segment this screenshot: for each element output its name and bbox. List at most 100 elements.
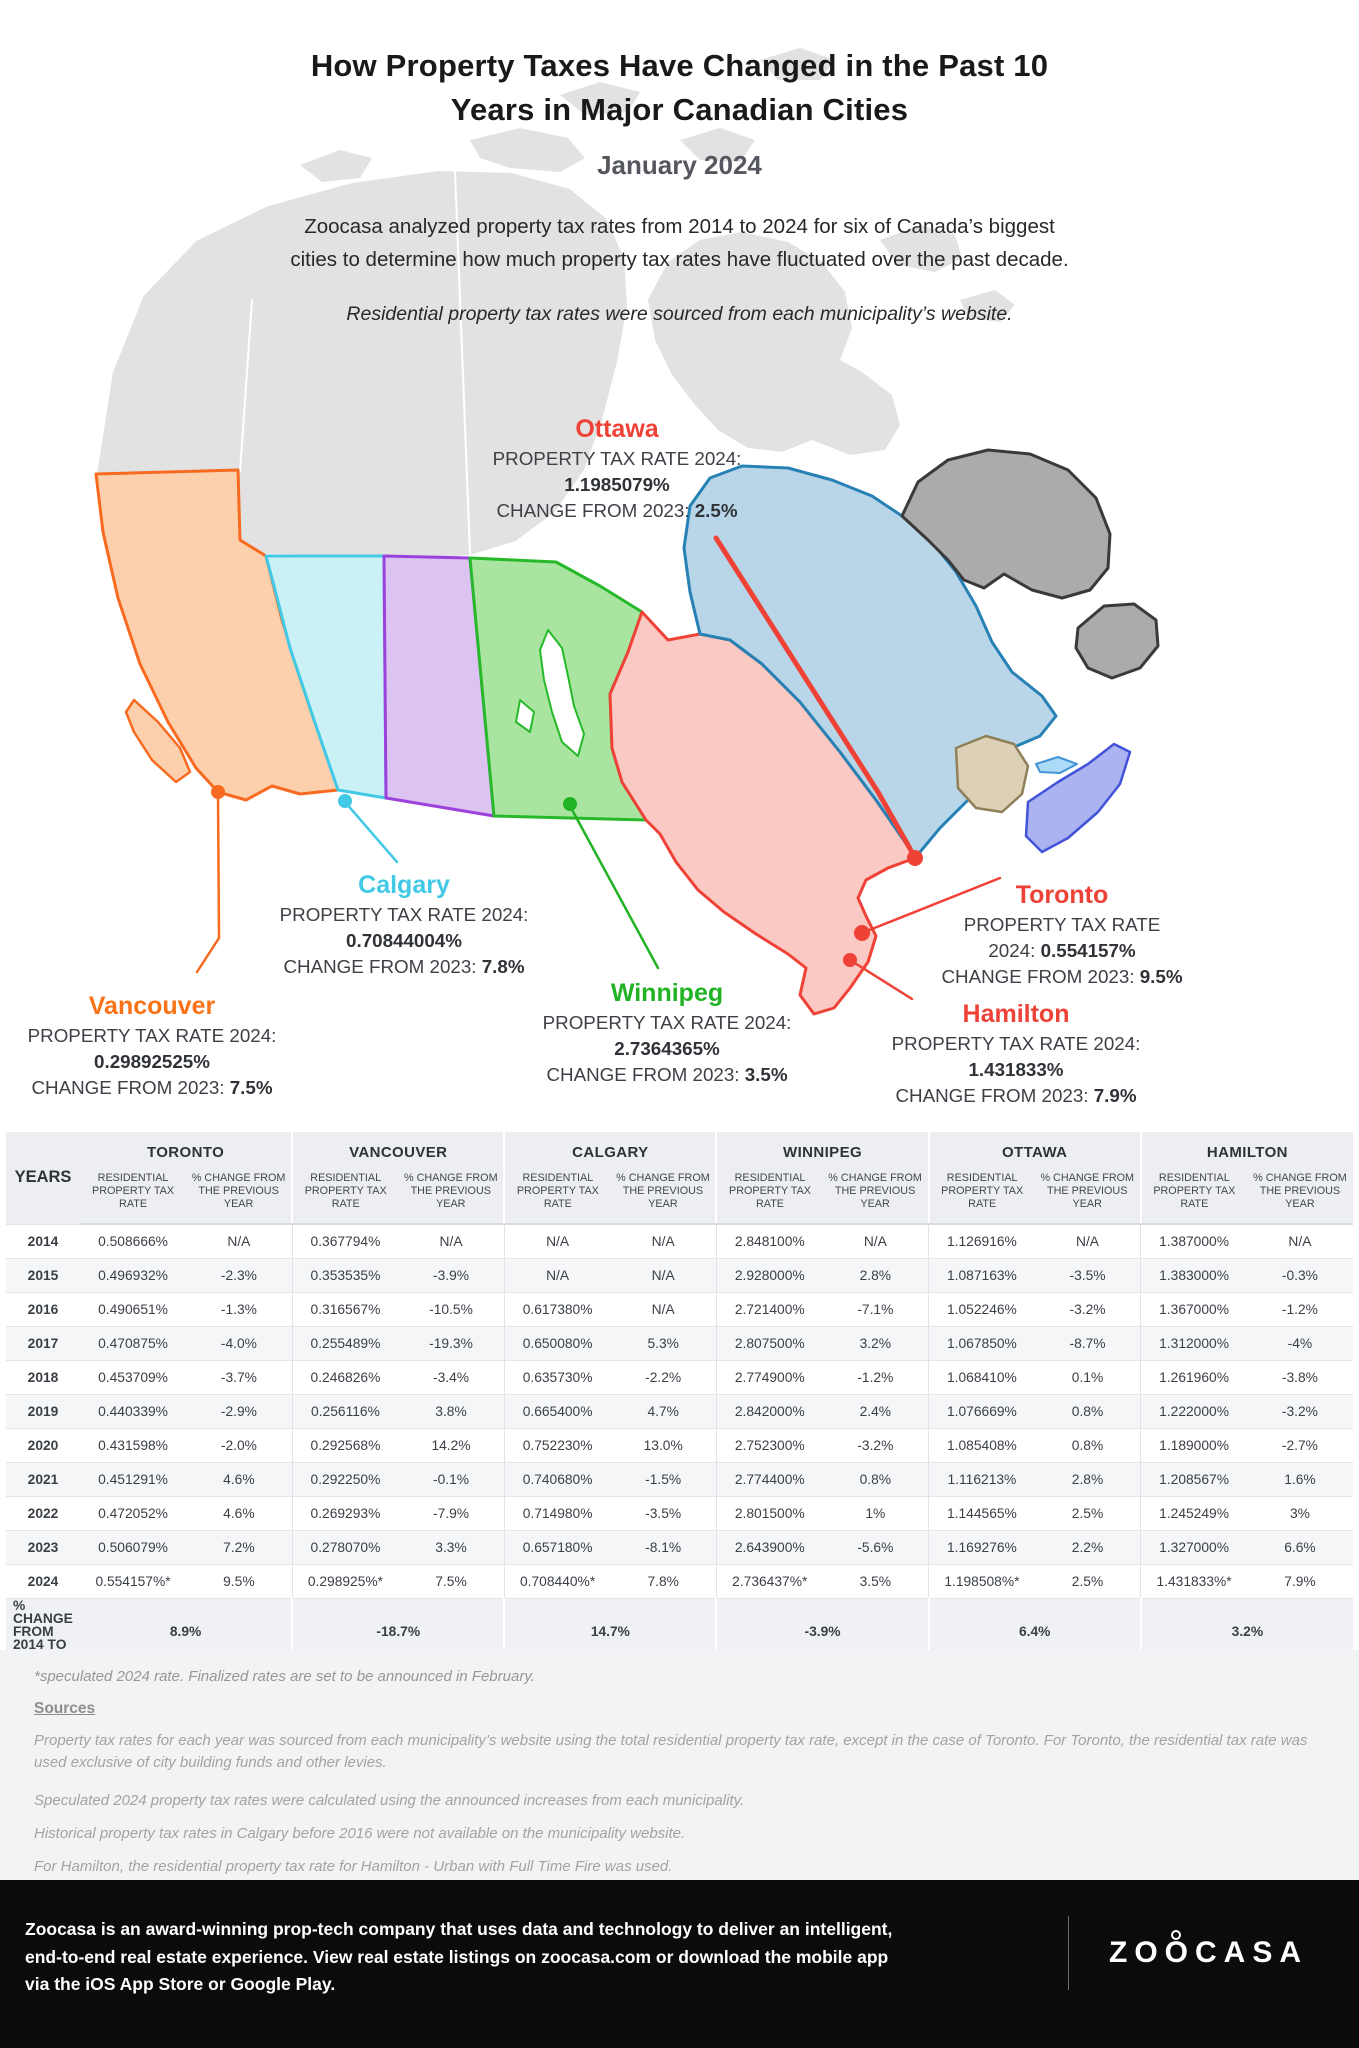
- footer-divider: [1068, 1916, 1069, 1990]
- year-cell: 2014: [6, 1223, 80, 1259]
- property-tax-table: YEARS TORONTO VANCOUVER CALGARY WINNIPEG OTTA…: [6, 1132, 1353, 1664]
- value-cell: -3.2%: [1034, 1292, 1141, 1327]
- toronto-city-label: Toronto: [1015, 881, 1109, 909]
- value-cell: N/A: [186, 1223, 293, 1259]
- ottawa-city-label: Ottawa: [575, 415, 659, 443]
- value-cell: -19.3%: [398, 1326, 505, 1361]
- value-cell: 3%: [1246, 1496, 1353, 1531]
- province-ontario: [608, 610, 917, 1016]
- value-cell: -2.9%: [186, 1394, 293, 1429]
- ottawa-change-label: CHANGE FROM 2023:: [496, 500, 690, 521]
- value-cell: -8.7%: [1034, 1326, 1141, 1361]
- province-new-brunswick: [954, 734, 1030, 814]
- value-cell: 1.189000%: [1140, 1428, 1247, 1463]
- calgary-change-subheader: % CHANGE FROM THE PREVIOUS YEAR: [610, 1172, 717, 1225]
- hamilton-change-label: CHANGE FROM 2023:: [895, 1085, 1089, 1106]
- year-cell: 2017: [6, 1326, 80, 1361]
- value-cell: 2.774900%: [715, 1360, 823, 1395]
- calgary-leader-line: [343, 800, 399, 864]
- vancouver-change-label: CHANGE FROM 2023:: [31, 1077, 225, 1098]
- value-cell: 2.736437%*: [715, 1564, 823, 1599]
- winnipeg-rate-value: 2.7364365%: [543, 1036, 792, 1062]
- source-paragraph: For Hamilton, the residential property t…: [34, 1858, 673, 1875]
- winnipeg-change-value: 3.5%: [744, 1064, 788, 1085]
- province-newfoundland-labrador: [900, 448, 1112, 600]
- winnipeg-marker: [563, 797, 577, 811]
- value-cell: 1.431833%*: [1140, 1564, 1247, 1599]
- value-cell: N/A: [610, 1258, 717, 1293]
- province-quebec: [682, 464, 1058, 860]
- value-cell: 4.6%: [186, 1496, 293, 1531]
- toronto-change-value: 9.5%: [1139, 966, 1183, 987]
- value-cell: 3.3%: [398, 1530, 505, 1565]
- value-cell: 1.383000%: [1140, 1258, 1247, 1293]
- value-cell: 1.6%: [1246, 1462, 1353, 1497]
- vancouver-rate-value: 0.29892525%: [28, 1049, 277, 1075]
- value-cell: -2.2%: [610, 1360, 717, 1395]
- page-title: How Property Taxes Have Changed in the P…: [0, 44, 1359, 132]
- value-cell: N/A: [610, 1292, 717, 1327]
- value-cell: 2.801500%: [715, 1496, 823, 1531]
- value-cell: 1.116213%: [928, 1462, 1035, 1497]
- vancouver-change-line: CHANGE FROM 2023: 7.5%: [28, 1075, 277, 1101]
- value-cell: 1.144565%: [928, 1496, 1035, 1531]
- value-cell: 0.431598%: [80, 1428, 187, 1463]
- winnipeg-city-label: Winnipeg: [610, 979, 724, 1007]
- city-header-winnipeg: WINNIPEG: [715, 1132, 929, 1172]
- winnipeg-change-label: CHANGE FROM 2023:: [546, 1064, 740, 1085]
- calgary-city-label: Calgary: [358, 871, 450, 899]
- table-row-2024: 2024 0.554157%* 9.5% 0.298925%* 7.5% 0.708440…: [6, 1564, 1353, 1599]
- vancouver-island: [124, 698, 192, 784]
- value-cell: -1.5%: [610, 1462, 717, 1497]
- vancouver-change-subheader: % CHANGE FROM THE PREVIOUS YEAR: [398, 1172, 505, 1225]
- asterisk-footnote: *speculated 2024 rate. Finalized rates a…: [34, 1668, 535, 1685]
- toronto-rate-label: PROPERTY TAX RATE: [963, 914, 1161, 935]
- source-paragraph: Property tax rates for each year was sou…: [34, 1732, 1308, 1771]
- winnipeg-change-line: CHANGE FROM 2023: 3.5%: [543, 1062, 792, 1088]
- value-cell: 0.255489%: [291, 1326, 399, 1361]
- value-cell: 1.208567%: [1140, 1462, 1247, 1497]
- winnipeg-rate-bold: 2.7364365%: [614, 1038, 720, 1059]
- value-cell: 1.076669%: [928, 1394, 1035, 1429]
- value-cell: -3.9%: [398, 1258, 505, 1293]
- province-saskatchewan: [382, 554, 496, 818]
- table-row-2021: 2021 0.451291% 4.6% 0.292250% -0.1% 0.740680%…: [6, 1462, 1353, 1497]
- hamilton-rate-subheader: RESIDENTIAL PROPERTY TAX RATE: [1139, 1172, 1247, 1225]
- winnipeg-rate-label: PROPERTY TAX RATE 2024:: [542, 1012, 792, 1033]
- table-row-2020: 2020 0.431598% -2.0% 0.292568% 14.2% 0.752230…: [6, 1428, 1353, 1463]
- vancouver-rate-label: PROPERTY TAX RATE 2024:: [27, 1025, 277, 1046]
- calgary-change-line: CHANGE FROM 2023: 7.8%: [280, 954, 529, 980]
- value-cell: 3.5%: [822, 1564, 929, 1599]
- value-cell: 3.8%: [398, 1394, 505, 1429]
- hamilton-change-subheader: % CHANGE FROM THE PREVIOUS YEAR: [1246, 1172, 1353, 1225]
- value-cell: 9.5%: [186, 1564, 293, 1599]
- value-cell: -3.7%: [186, 1360, 293, 1395]
- lake-manitoba: [515, 699, 535, 733]
- toronto-rate-prefix: 2024:: [988, 940, 1041, 961]
- value-cell: 0.708440%*: [503, 1564, 611, 1599]
- value-cell: N/A: [822, 1223, 929, 1259]
- ottawa-change-value: 2.5%: [694, 500, 738, 521]
- hamilton-change-line: CHANGE FROM 2023: 7.9%: [892, 1083, 1141, 1109]
- vancouver-marker: [211, 785, 225, 799]
- value-cell: 3.2%: [822, 1326, 929, 1361]
- value-cell: 0.8%: [1034, 1428, 1141, 1463]
- methodology-note: Residential property tax rates were sour…: [346, 303, 1013, 325]
- vancouver-rate-subheader: RESIDENTIAL PROPERTY TAX RATE: [291, 1172, 399, 1225]
- winnipeg-change-subheader: % CHANGE FROM THE PREVIOUS YEAR: [822, 1172, 929, 1225]
- value-cell: 1.052246%: [928, 1292, 1035, 1327]
- value-cell: -1.2%: [1246, 1292, 1353, 1327]
- toronto-change-subheader: % CHANGE FROM THE PREVIOUS YEAR: [186, 1172, 293, 1225]
- value-cell: N/A: [1034, 1223, 1141, 1259]
- value-cell: -7.9%: [398, 1496, 505, 1531]
- value-cell: 5.3%: [610, 1326, 717, 1361]
- value-cell: 1.068410%: [928, 1360, 1035, 1395]
- ottawa-leader-line: [713, 535, 918, 861]
- sources-heading: Sources: [34, 1700, 96, 1717]
- value-cell: 1.085408%: [928, 1428, 1035, 1463]
- value-cell: 0.470875%: [80, 1326, 187, 1361]
- table-row-2016: 2016 0.490651% -1.3% 0.316567% -10.5% 0.61738…: [6, 1292, 1353, 1327]
- value-cell: -10.5%: [398, 1292, 505, 1327]
- newfoundland-island: [1074, 602, 1160, 680]
- map-callout-calgary: Calgary PROPERTY TAX RATE 2024: 0.70844004…: [280, 870, 529, 980]
